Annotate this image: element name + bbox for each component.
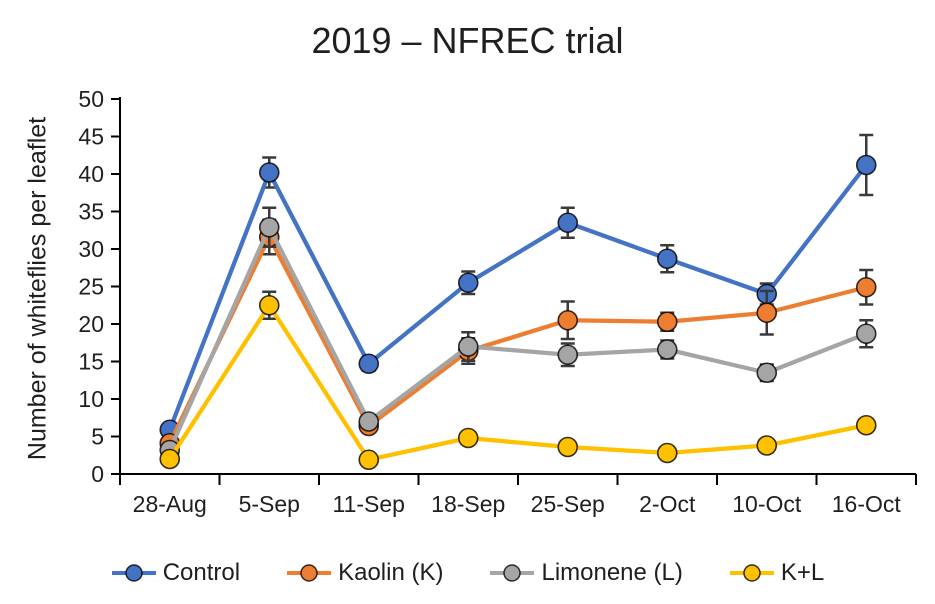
data-point xyxy=(557,344,579,366)
y-tick-label: 15 xyxy=(78,349,104,375)
data-point xyxy=(756,362,778,384)
y-tick-label: 45 xyxy=(78,124,104,150)
data-point xyxy=(457,336,479,357)
data-point xyxy=(756,435,778,456)
data-point xyxy=(358,449,380,471)
data-point xyxy=(159,448,181,470)
legend-label: Limonene (L) xyxy=(541,559,683,586)
y-tick-label: 30 xyxy=(78,236,104,262)
x-tick-label: 11-Sep xyxy=(333,491,405,517)
data-point xyxy=(756,302,778,324)
chart-title: 2019 – NFREC trial xyxy=(311,20,624,61)
data-point xyxy=(855,154,877,176)
data-point xyxy=(656,248,678,270)
data-point xyxy=(258,162,280,183)
y-ticks: 0 5 10 15 20 25 30 35 40 45 50 xyxy=(78,86,120,487)
y-tick-label: 25 xyxy=(78,274,104,300)
series-line xyxy=(167,225,869,453)
x-ticks: 28-Aug 5-Sep 11-Sep 18-Sep 25-Sep 2-Oct 10-Oct… xyxy=(119,474,917,517)
series-line xyxy=(167,162,869,432)
data-point xyxy=(358,353,380,375)
data-point xyxy=(557,436,579,458)
legend-item-k-l: K+L xyxy=(729,559,824,587)
legend-marker-icon xyxy=(490,564,535,582)
y-tick-label: 40 xyxy=(78,161,104,187)
x-tick-label: 10-Oct xyxy=(732,491,802,517)
x-tick-label: 25-Sep xyxy=(531,491,605,517)
legend-label: Control xyxy=(162,559,241,586)
data-point xyxy=(855,276,877,298)
legend-marker-icon xyxy=(111,564,156,582)
legend-item-kaolin-k: Kaolin (K) xyxy=(286,559,443,587)
axes xyxy=(112,97,916,475)
legend-item-control: Control xyxy=(111,559,240,587)
legend-label: Kaolin (K) xyxy=(338,559,444,586)
data-point xyxy=(258,216,280,238)
y-tick-label: 20 xyxy=(78,311,104,337)
x-tick-label: 28-Aug xyxy=(133,491,207,517)
data-point xyxy=(457,427,479,449)
legend-marker-icon xyxy=(287,564,332,582)
data-point xyxy=(358,411,380,432)
series-control xyxy=(159,133,877,441)
x-tick-label: 18-Sep xyxy=(431,491,505,517)
y-tick-label: 5 xyxy=(91,424,104,450)
series-line xyxy=(167,234,869,446)
series-limonene-l xyxy=(159,206,877,461)
x-tick-label: 2-Oct xyxy=(639,491,696,517)
y-tick-label: 10 xyxy=(78,386,104,412)
data-point xyxy=(656,339,678,360)
data-point xyxy=(656,442,678,464)
y-tick-label: 35 xyxy=(78,199,104,225)
data-point xyxy=(656,311,678,333)
series-k-l xyxy=(159,290,877,471)
data-point xyxy=(457,272,479,294)
x-tick-label: 5-Sep xyxy=(239,491,300,517)
legend-label: K+L xyxy=(780,559,825,586)
series-line xyxy=(167,303,869,462)
legend: Control Kaolin (K) Limonene (L) K+L xyxy=(0,550,935,596)
legend-item-limonene-l: Limonene (L) xyxy=(489,559,683,587)
data-point xyxy=(855,414,877,436)
y-tick-label: 0 xyxy=(91,461,104,487)
data-point xyxy=(557,309,579,331)
data-point xyxy=(855,323,877,345)
legend-marker-icon xyxy=(729,564,774,582)
data-point xyxy=(557,212,579,234)
x-tick-label: 16-Oct xyxy=(832,491,902,517)
data-point xyxy=(258,294,280,316)
y-tick-label: 50 xyxy=(78,86,104,112)
